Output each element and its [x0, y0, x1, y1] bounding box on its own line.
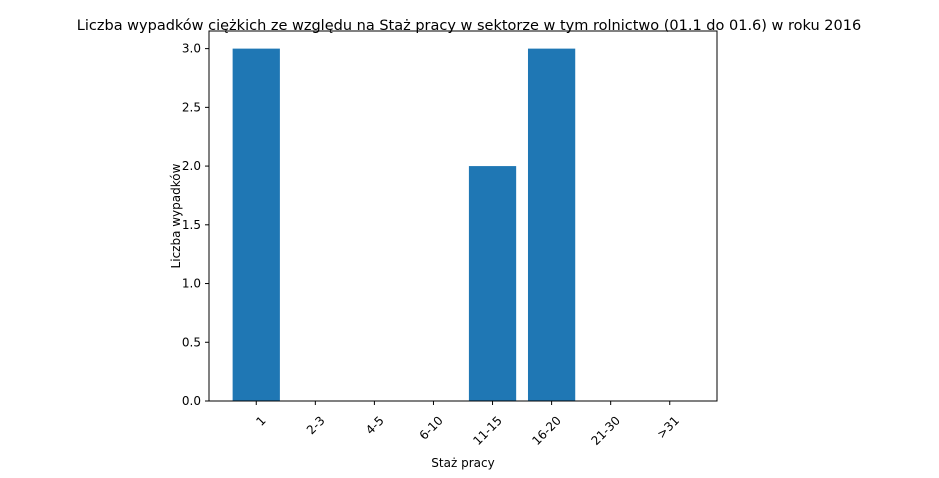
x-tick-label: 6-10: [417, 413, 446, 442]
chart-title: Liczba wypadków ciężkich ze względu na S…: [77, 18, 861, 34]
y-axis-label: Liczba wypadków: [169, 163, 183, 268]
y-tick-label: 2.5: [182, 100, 201, 114]
y-tick-label: 0.0: [182, 394, 201, 408]
x-tick-label: 11-15: [470, 413, 505, 448]
x-tick-label: 4-5: [363, 413, 387, 437]
plot-frame: [208, 30, 718, 402]
x-tick-label: 16-20: [529, 413, 564, 448]
y-tick-label: 2.0: [182, 159, 201, 173]
x-tick-label: 2-3: [304, 413, 328, 437]
x-tick-label: >31: [654, 413, 682, 441]
y-tick-label: 1.0: [182, 277, 201, 291]
bar-1: [232, 48, 280, 401]
y-tick-label: 1.5: [182, 218, 201, 232]
x-axis-label: Staż pracy: [431, 456, 494, 470]
y-tick-label: 3.0: [182, 42, 201, 56]
bar-11-15: [468, 166, 517, 401]
y-tick-label: 0.5: [182, 335, 201, 349]
x-tick-label: 1: [253, 413, 268, 428]
x-tick-label: 21-30: [588, 413, 623, 448]
bar-16-20: [527, 48, 576, 401]
